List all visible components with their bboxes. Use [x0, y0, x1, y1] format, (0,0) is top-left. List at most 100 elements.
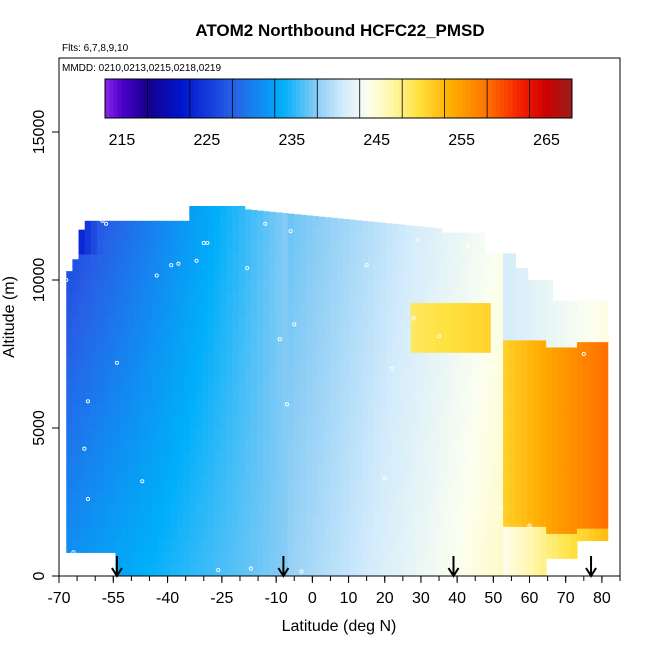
- heat-cell: [176, 551, 184, 565]
- heat-cell: [336, 240, 344, 254]
- heat-cell: [250, 414, 258, 428]
- heat-cell: [109, 527, 117, 541]
- heat-cell: [97, 220, 104, 230]
- heat-cell: [416, 227, 424, 241]
- heat-cell: [404, 464, 412, 478]
- heat-cell: [195, 414, 203, 428]
- heat-cell: [343, 339, 350, 353]
- heat-cell: [318, 538, 326, 552]
- heat-cell: [503, 439, 510, 453]
- heat-cell: [503, 501, 510, 515]
- heat-cell: [195, 538, 203, 552]
- heat-cell: [207, 327, 215, 341]
- heat-cell: [460, 563, 467, 576]
- heat-cell: [576, 341, 584, 355]
- heat-cell: [103, 328, 110, 342]
- heat-cell: [133, 314, 141, 328]
- heat-cell: [361, 220, 369, 229]
- colorbar-cell: [465, 79, 471, 118]
- heat-cell: [189, 464, 197, 478]
- heat-cell: [478, 352, 486, 366]
- heat-cell: [527, 563, 535, 576]
- heat-cell: [226, 215, 233, 229]
- heat-cell: [293, 227, 301, 241]
- heat-cell: [349, 290, 357, 304]
- heat-cell: [355, 314, 363, 328]
- colorbar-cell: [291, 79, 297, 118]
- heat-cell: [509, 414, 516, 428]
- heat-cell: [133, 339, 141, 353]
- heat-cell: [601, 354, 609, 368]
- heat-cell: [453, 232, 461, 241]
- heat-cell: [478, 563, 486, 576]
- heat-cell: [207, 513, 215, 527]
- heat-cell: [503, 488, 510, 503]
- heat-cell: [115, 314, 123, 328]
- heat-cell: [275, 538, 283, 552]
- heat-cell: [478, 327, 486, 341]
- heat-cell: [66, 465, 73, 479]
- heat-cell: [213, 227, 221, 241]
- heat-cell: [250, 426, 258, 440]
- heat-cell: [558, 458, 566, 472]
- heat-cell: [170, 476, 178, 490]
- heat-cell: [121, 526, 129, 540]
- heat-cell: [213, 526, 221, 540]
- heat-cell: [546, 384, 553, 398]
- heat-cell: [509, 327, 516, 341]
- heat-cell: [78, 465, 86, 479]
- heat-cell: [515, 439, 523, 453]
- heat-cell: [447, 551, 455, 565]
- heat-cell: [195, 252, 203, 266]
- heat-cell: [490, 265, 498, 279]
- heat-cell: [410, 364, 418, 378]
- heat-cell: [453, 464, 461, 478]
- heat-cell: [398, 290, 406, 304]
- heat-cell: [127, 538, 135, 552]
- heat-cell: [220, 513, 227, 527]
- heat-cell: [189, 314, 197, 328]
- heat-cell: [84, 229, 92, 243]
- heat-cell: [213, 377, 221, 391]
- heat-cell: [435, 314, 443, 328]
- heat-cell: [140, 339, 147, 353]
- heat-cell: [84, 278, 92, 292]
- heat-cell: [281, 265, 289, 279]
- heat-cell: [133, 302, 141, 316]
- heat-cell: [386, 290, 393, 304]
- heat-cell: [410, 302, 418, 316]
- heat-cell: [343, 240, 350, 254]
- heat-cell: [269, 215, 277, 229]
- heat-cell: [281, 290, 289, 304]
- heat-cell: [484, 501, 492, 515]
- heat-cell: [447, 488, 455, 503]
- heat-cell: [404, 526, 412, 540]
- heat-cell: [146, 401, 153, 415]
- heat-cell: [220, 265, 227, 279]
- heat-cell: [146, 563, 153, 576]
- heat-cell: [238, 538, 246, 552]
- heat-cell: [176, 364, 184, 378]
- heat-cell: [552, 496, 560, 510]
- heat-cell: [558, 471, 566, 485]
- heat-cell: [281, 277, 289, 291]
- heat-cell: [601, 304, 609, 318]
- heat-cell: [78, 253, 86, 267]
- heat-cell: [324, 426, 332, 440]
- heat-cell: [367, 414, 375, 428]
- heat-cell: [392, 426, 400, 440]
- heat-cell: [595, 416, 603, 430]
- heat-cell: [503, 302, 510, 316]
- heat-cell: [220, 302, 227, 316]
- heat-cell: [269, 240, 277, 254]
- heat-cell: [380, 501, 387, 515]
- heat-cell: [293, 352, 301, 366]
- heat-cell: [484, 414, 492, 428]
- heat-cell: [90, 415, 98, 429]
- heat-cell: [576, 453, 584, 467]
- heat-cell: [250, 464, 258, 478]
- heat-cell: [429, 401, 437, 415]
- heat-cell: [66, 378, 73, 392]
- heat-cell: [583, 490, 590, 504]
- heat-cell: [183, 265, 190, 279]
